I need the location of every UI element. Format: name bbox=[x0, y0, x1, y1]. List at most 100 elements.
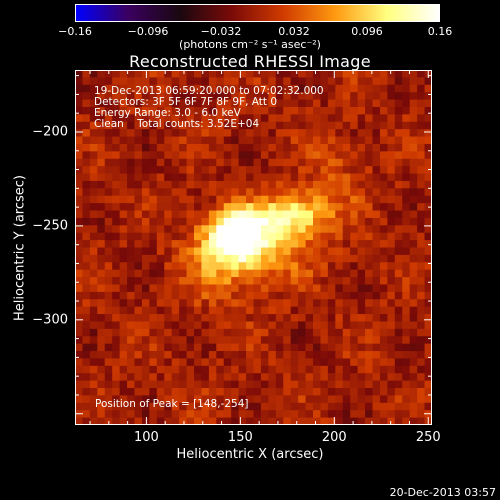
heatmap-cell bbox=[127, 173, 136, 182]
heatmap-cell bbox=[186, 277, 195, 286]
heatmap-cell bbox=[89, 402, 98, 411]
heatmap-cell bbox=[164, 328, 173, 337]
heatmap-cell bbox=[283, 173, 292, 182]
heatmap-cell bbox=[82, 358, 91, 367]
heatmap-cell bbox=[127, 77, 136, 86]
heatmap-cell bbox=[201, 203, 210, 212]
heatmap-cell bbox=[97, 254, 106, 263]
heatmap-cell bbox=[216, 92, 225, 101]
heatmap-cell bbox=[179, 395, 188, 404]
heatmap-cell bbox=[82, 210, 91, 219]
heatmap-cell bbox=[320, 166, 329, 175]
heatmap-cell bbox=[112, 136, 121, 145]
heatmap-cell bbox=[238, 129, 247, 138]
heatmap-cell bbox=[134, 77, 143, 86]
heatmap-cell bbox=[409, 92, 418, 101]
heatmap-cell bbox=[194, 343, 203, 352]
heatmap-cell bbox=[342, 195, 351, 204]
heatmap-cell bbox=[313, 247, 322, 256]
heatmap-cell bbox=[223, 291, 232, 300]
heatmap-cell bbox=[290, 99, 299, 108]
heatmap-cell bbox=[298, 225, 307, 234]
heatmap-cell bbox=[127, 299, 136, 308]
heatmap-cell bbox=[201, 129, 210, 138]
heatmap-cell bbox=[357, 70, 366, 78]
heatmap-cell bbox=[387, 143, 396, 152]
heatmap-cell bbox=[424, 180, 432, 189]
heatmap-cell bbox=[194, 240, 203, 249]
heatmap-cell bbox=[327, 188, 336, 197]
heatmap-cell bbox=[89, 321, 98, 330]
heatmap-cell bbox=[186, 84, 195, 93]
heatmap-cell bbox=[156, 417, 165, 425]
heatmap-cell bbox=[186, 151, 195, 160]
heatmap-cell bbox=[268, 240, 277, 249]
heatmap-cell bbox=[119, 380, 128, 389]
heatmap-cell bbox=[357, 173, 366, 182]
heatmap-cell bbox=[231, 166, 240, 175]
heatmap-cell bbox=[156, 314, 165, 323]
heatmap-cell bbox=[119, 173, 128, 182]
heatmap-cell bbox=[335, 232, 344, 241]
heatmap-cell bbox=[82, 114, 91, 123]
heatmap-cell bbox=[75, 417, 84, 425]
heatmap-cell bbox=[350, 217, 359, 226]
heatmap-cell bbox=[238, 402, 247, 411]
heatmap-cell bbox=[298, 121, 307, 130]
heatmap-cell bbox=[149, 92, 158, 101]
heatmap-cell bbox=[97, 365, 106, 374]
heatmap-cell bbox=[350, 388, 359, 397]
heatmap-cell bbox=[149, 232, 158, 241]
heatmap-cell bbox=[127, 70, 136, 78]
heatmap-cell bbox=[246, 380, 255, 389]
heatmap-cell bbox=[327, 217, 336, 226]
heatmap-cell bbox=[387, 121, 396, 130]
heatmap-cell bbox=[342, 225, 351, 234]
heatmap-cell bbox=[305, 306, 314, 315]
heatmap-cell bbox=[335, 365, 344, 374]
heatmap-cell bbox=[357, 365, 366, 374]
heatmap-cell bbox=[305, 388, 314, 397]
heatmap-cell bbox=[417, 269, 426, 278]
heatmap-cell bbox=[134, 70, 143, 78]
heatmap-cell bbox=[290, 410, 299, 419]
heatmap-cell bbox=[231, 380, 240, 389]
heatmap-cell bbox=[238, 99, 247, 108]
heatmap-cell bbox=[387, 232, 396, 241]
heatmap-cell bbox=[75, 114, 84, 123]
heatmap-cell bbox=[387, 321, 396, 330]
heatmap-cell bbox=[357, 210, 366, 219]
heatmap-cell bbox=[104, 114, 113, 123]
heatmap-cell bbox=[372, 306, 381, 315]
heatmap-cell bbox=[424, 291, 432, 300]
heatmap-cell bbox=[268, 136, 277, 145]
heatmap-cell bbox=[164, 380, 173, 389]
heatmap-cell bbox=[104, 143, 113, 152]
heatmap-cell bbox=[194, 351, 203, 360]
heatmap-cell bbox=[246, 106, 255, 115]
heatmap-cell bbox=[112, 269, 121, 278]
heatmap-cell bbox=[223, 299, 232, 308]
heatmap-cell bbox=[357, 129, 366, 138]
heatmap-cell bbox=[417, 314, 426, 323]
heatmap-cell bbox=[231, 203, 240, 212]
heatmap-cell bbox=[365, 84, 374, 93]
heatmap-cell bbox=[409, 143, 418, 152]
heatmap-cell bbox=[171, 306, 180, 315]
heatmap-cell bbox=[335, 217, 344, 226]
heatmap-cell bbox=[194, 77, 203, 86]
heatmap-cell bbox=[409, 188, 418, 197]
heatmap-cell bbox=[365, 225, 374, 234]
heatmap-cell bbox=[231, 151, 240, 160]
heatmap-cell bbox=[216, 180, 225, 189]
heatmap-cell bbox=[379, 232, 388, 241]
heatmap-cell bbox=[379, 410, 388, 419]
heatmap-cell bbox=[164, 210, 173, 219]
heatmap-cell bbox=[275, 358, 284, 367]
heatmap-cell bbox=[417, 291, 426, 300]
heatmap-cell bbox=[253, 284, 262, 293]
heatmap-cell bbox=[238, 269, 247, 278]
heatmap-cell bbox=[112, 143, 121, 152]
heatmap-cell bbox=[350, 291, 359, 300]
heatmap-cell bbox=[201, 180, 210, 189]
